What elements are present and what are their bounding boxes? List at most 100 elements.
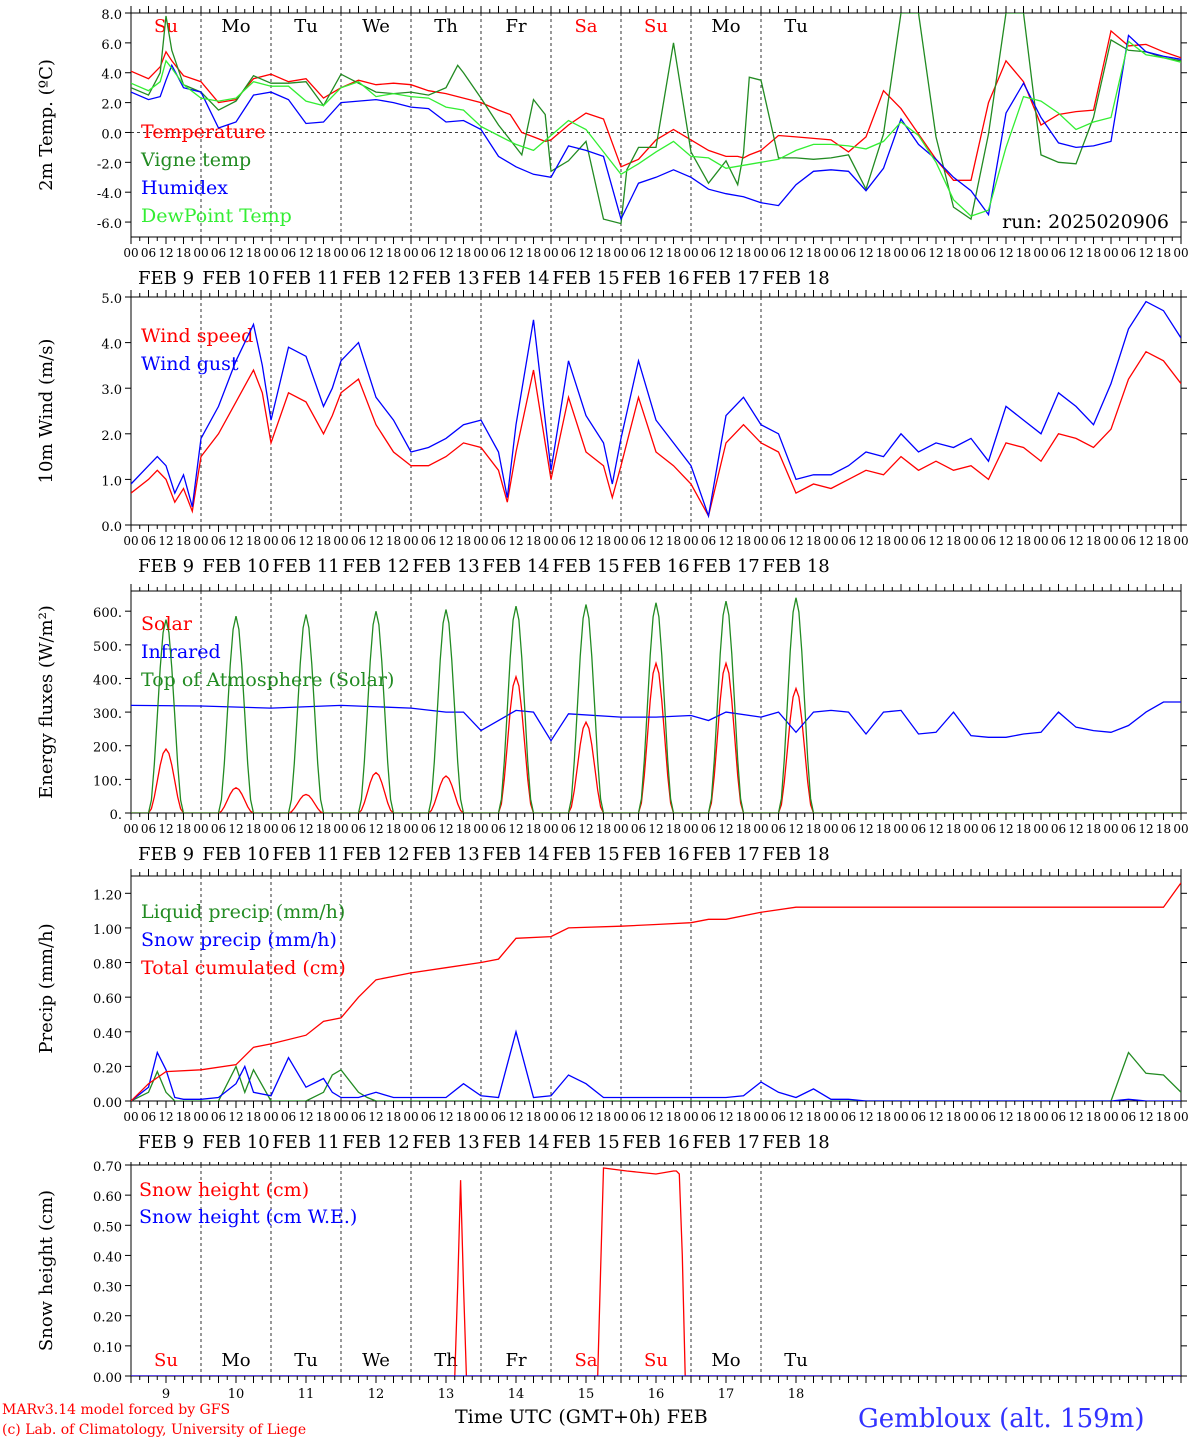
hour-label: 00 <box>403 822 418 836</box>
hour-label: 12 <box>158 1110 173 1124</box>
day-label: FEB 15 <box>552 844 619 865</box>
y-tick-label: 0.60 <box>93 992 122 1007</box>
day-label: FEB 17 <box>692 268 759 289</box>
day-number: 11 <box>298 1387 315 1402</box>
hour-label: 18 <box>876 246 891 260</box>
hour-label: 06 <box>421 822 436 836</box>
hour-label: 18 <box>1156 1110 1171 1124</box>
hour-label: 06 <box>1121 1110 1136 1124</box>
hour-label: 12 <box>298 246 313 260</box>
hour-label: 18 <box>736 534 751 548</box>
legend-top-of-atmosphere-solar-: Top of Atmosphere (Solar) <box>141 669 394 691</box>
y-tick-label: 0.00 <box>93 1371 122 1386</box>
hour-label: 18 <box>596 1110 611 1124</box>
hour-label: 00 <box>263 1110 278 1124</box>
hour-label: 00 <box>683 1110 698 1124</box>
y-tick-label: 4.0 <box>101 338 122 353</box>
hour-label: 00 <box>403 534 418 548</box>
hour-label: 06 <box>421 534 436 548</box>
hour-label: 12 <box>508 822 523 836</box>
day-label: FEB 13 <box>412 1132 479 1153</box>
series-line-infrared <box>131 701 1181 742</box>
hour-label: 00 <box>823 822 838 836</box>
series-line-total-cumulated-cm- <box>131 882 1181 1101</box>
hour-label: 06 <box>1051 246 1066 260</box>
day-number: 15 <box>578 1387 595 1402</box>
day-label: FEB 18 <box>762 268 829 289</box>
hour-label: 00 <box>1033 1110 1048 1124</box>
hour-label: 00 <box>963 1110 978 1124</box>
hour-label: 18 <box>456 246 471 260</box>
hour-label: 12 <box>438 534 453 548</box>
y-tick-label: 1.00 <box>93 923 122 938</box>
hour-label: 00 <box>193 534 208 548</box>
day-label: FEB 13 <box>412 844 479 865</box>
hour-label: 12 <box>508 1110 523 1124</box>
hour-label: 06 <box>631 822 646 836</box>
hour-label: 18 <box>736 246 751 260</box>
day-label: FEB 11 <box>272 556 339 577</box>
day-label: FEB 15 <box>552 556 619 577</box>
y-tick-label: 0.20 <box>93 1061 122 1076</box>
hour-label: 00 <box>683 246 698 260</box>
hour-label: 00 <box>263 246 278 260</box>
hour-label: 18 <box>596 822 611 836</box>
y-tick-label: 0.10 <box>93 1341 122 1356</box>
day-number: 14 <box>508 1387 525 1402</box>
hour-label: 06 <box>771 534 786 548</box>
hour-label: 18 <box>316 822 331 836</box>
hour-label: 12 <box>648 1110 663 1124</box>
day-label: FEB 16 <box>622 268 689 289</box>
day-number: 17 <box>718 1387 735 1402</box>
hour-label: 00 <box>403 246 418 260</box>
hour-label: 00 <box>893 822 908 836</box>
y-tick-label: 0.00 <box>93 1096 122 1111</box>
hour-label: 12 <box>1068 246 1083 260</box>
day-label: FEB 12 <box>342 268 409 289</box>
hour-label: 00 <box>263 534 278 548</box>
y-tick-label: 0.40 <box>93 1027 122 1042</box>
hour-label: 06 <box>631 1110 646 1124</box>
hour-label: 18 <box>666 534 681 548</box>
hour-label: 18 <box>386 534 401 548</box>
hour-label: 12 <box>508 534 523 548</box>
day-label: FEB 18 <box>762 556 829 577</box>
hour-label: 06 <box>841 534 856 548</box>
hour-label: 18 <box>526 1110 541 1124</box>
hour-label: 12 <box>578 822 593 836</box>
hour-label: 06 <box>561 534 576 548</box>
hour-label: 06 <box>1121 246 1136 260</box>
hour-label: 18 <box>1086 534 1101 548</box>
hour-label: 12 <box>858 1110 873 1124</box>
day-label: FEB 15 <box>552 268 619 289</box>
hour-label: 12 <box>228 246 243 260</box>
hour-label: 06 <box>911 534 926 548</box>
weekday-label: Tu <box>294 16 318 37</box>
hour-label: 18 <box>456 822 471 836</box>
hour-label: 18 <box>806 246 821 260</box>
hour-label: 06 <box>1121 534 1136 548</box>
day-label: FEB 17 <box>692 556 759 577</box>
hour-label: 18 <box>1016 822 1031 836</box>
weekday-label: Th <box>434 16 458 37</box>
day-label: FEB 14 <box>482 844 549 865</box>
weekday-label: Tu <box>784 1350 808 1371</box>
hour-label: 06 <box>421 1110 436 1124</box>
day-label: FEB 18 <box>762 844 829 865</box>
hour-label: 12 <box>718 246 733 260</box>
day-label: FEB 10 <box>202 556 269 577</box>
hour-label: 12 <box>718 534 733 548</box>
day-label: FEB 11 <box>272 268 339 289</box>
day-label: FEB 11 <box>272 1132 339 1153</box>
weekday-label: Mo <box>711 1350 740 1371</box>
hour-label: 12 <box>788 246 803 260</box>
hour-label: 00 <box>123 246 138 260</box>
y-tick-label: 0.50 <box>93 1220 122 1235</box>
hour-label: 00 <box>543 1110 558 1124</box>
legend-snow-precip-mm-h-: Snow precip (mm/h) <box>141 929 337 951</box>
hour-label: 18 <box>666 1110 681 1124</box>
hour-label: 18 <box>1156 246 1171 260</box>
y-axis-label: Snow height (cm) <box>36 1190 57 1351</box>
time-axis-label: Time UTC (GMT+0h) FEB <box>455 1406 708 1428</box>
